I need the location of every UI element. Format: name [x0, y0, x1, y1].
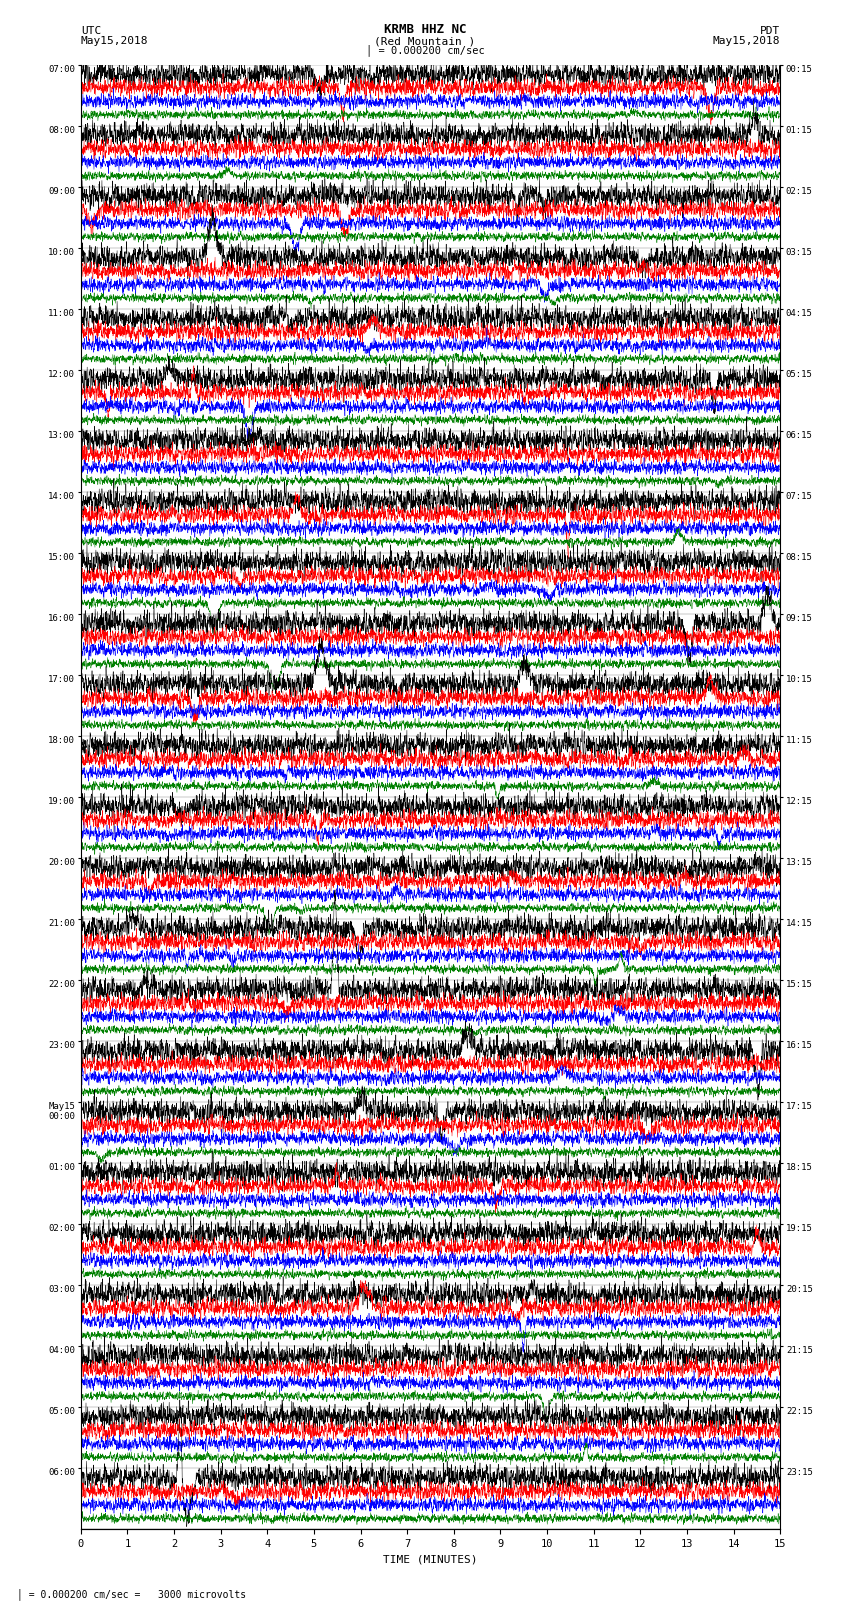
Text: May15,2018: May15,2018: [81, 35, 148, 45]
Text: (Red Mountain ): (Red Mountain ): [374, 37, 476, 47]
Text: UTC: UTC: [81, 26, 101, 37]
Text: │ = 0.000200 cm/sec =   3000 microvolts: │ = 0.000200 cm/sec = 3000 microvolts: [17, 1589, 246, 1600]
Text: May15,2018: May15,2018: [713, 35, 780, 45]
Text: PDT: PDT: [760, 26, 780, 37]
Text: │ = 0.000200 cm/sec: │ = 0.000200 cm/sec: [366, 44, 484, 56]
X-axis label: TIME (MINUTES): TIME (MINUTES): [383, 1555, 478, 1565]
Text: KRMB HHZ NC: KRMB HHZ NC: [383, 23, 467, 37]
